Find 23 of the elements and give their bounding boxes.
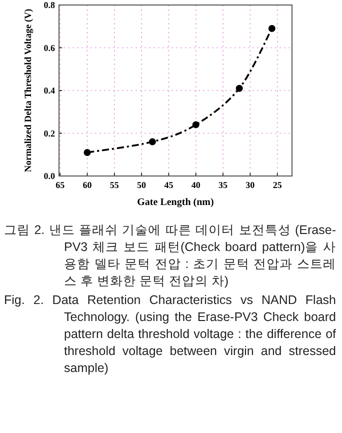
x-tick-label: 25: [272, 180, 282, 190]
point: [268, 25, 276, 32]
x-tick-label: 30: [246, 180, 256, 190]
x-tick-label: 45: [164, 180, 174, 190]
y-axis-title: Normalized Delta Threshold Voltage (V): [24, 8, 34, 172]
y-tick-label: 0.0: [44, 171, 56, 181]
x-tick-label: 35: [218, 180, 228, 190]
point: [148, 138, 156, 146]
x-tick-label: 55: [110, 180, 120, 190]
x-tick-label: 65: [56, 180, 66, 190]
y-tick-label: 0.4: [44, 86, 56, 96]
x-tick-label: 40: [191, 180, 201, 190]
x-tick-label: 50: [137, 180, 147, 190]
y-tick-label: 0.8: [44, 0, 56, 10]
y-tick-label: 0.6: [44, 42, 56, 53]
x-axis-title: Gate Length (nm): [137, 197, 214, 208]
point: [84, 148, 91, 156]
x-tick-label: 60: [82, 180, 92, 190]
y-tick-label: 0.2: [44, 128, 56, 138]
caption: Fig. 2. Data Retention Characteristics vs NAND Flash Technology. (using the Erase-PV3 Check board pattern delta threshold voltage : the difference of threshold voltage between virgin and stressed sample): [3, 292, 336, 377]
point: [236, 84, 243, 92]
caption: 그림 2. 낸드 플래쉬 기술에 따른 데이터 보전특성 (Erase-PV3 체크 보드 패턴(Check board pattern)을 사용함 델타 문턱 전압 : 초기 문턱 전압과 스트레스 후 변화한 문턱 전압의 차): [3, 222, 336, 290]
point: [192, 121, 200, 128]
